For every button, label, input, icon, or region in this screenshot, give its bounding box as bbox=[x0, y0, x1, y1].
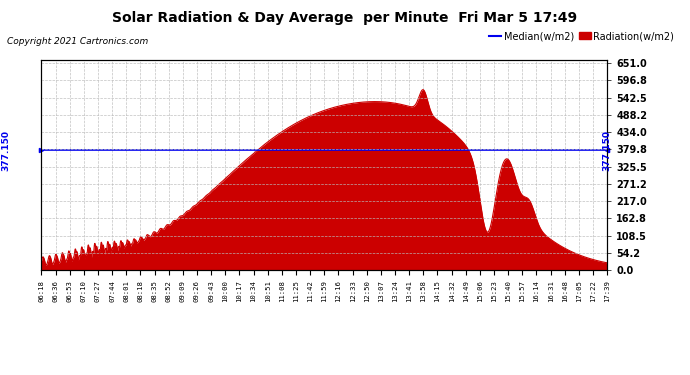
Text: 377.150: 377.150 bbox=[602, 130, 612, 171]
Text: 377.150: 377.150 bbox=[1, 130, 10, 171]
Text: Copyright 2021 Cartronics.com: Copyright 2021 Cartronics.com bbox=[7, 38, 148, 46]
Text: Solar Radiation & Day Average  per Minute  Fri Mar 5 17:49: Solar Radiation & Day Average per Minute… bbox=[112, 11, 578, 25]
Legend: Median(w/m2), Radiation(w/m2): Median(w/m2), Radiation(w/m2) bbox=[485, 27, 678, 45]
